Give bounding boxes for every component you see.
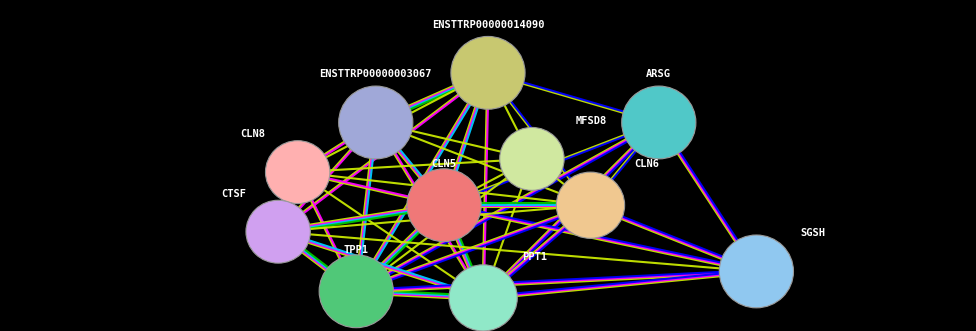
Text: CTSF: CTSF xyxy=(221,189,246,199)
Ellipse shape xyxy=(339,86,413,159)
Text: PPT1: PPT1 xyxy=(522,252,548,261)
Ellipse shape xyxy=(449,265,517,331)
Text: ENSTTRP00000003067: ENSTTRP00000003067 xyxy=(319,70,432,79)
Ellipse shape xyxy=(319,255,393,328)
Text: ENSTTRP00000014090: ENSTTRP00000014090 xyxy=(431,20,545,30)
Text: CLN6: CLN6 xyxy=(634,159,660,169)
Ellipse shape xyxy=(622,86,696,159)
Text: ARSG: ARSG xyxy=(646,70,671,79)
Ellipse shape xyxy=(719,235,793,308)
Ellipse shape xyxy=(500,127,564,190)
Ellipse shape xyxy=(451,36,525,109)
Text: CLN5: CLN5 xyxy=(431,159,457,169)
Text: SGSH: SGSH xyxy=(800,228,826,238)
Ellipse shape xyxy=(265,141,330,204)
Text: MFSD8: MFSD8 xyxy=(576,116,607,126)
Ellipse shape xyxy=(246,200,310,263)
Text: TPP1: TPP1 xyxy=(344,245,369,255)
Ellipse shape xyxy=(556,172,625,238)
Text: CLN8: CLN8 xyxy=(240,129,265,139)
Ellipse shape xyxy=(407,169,481,242)
